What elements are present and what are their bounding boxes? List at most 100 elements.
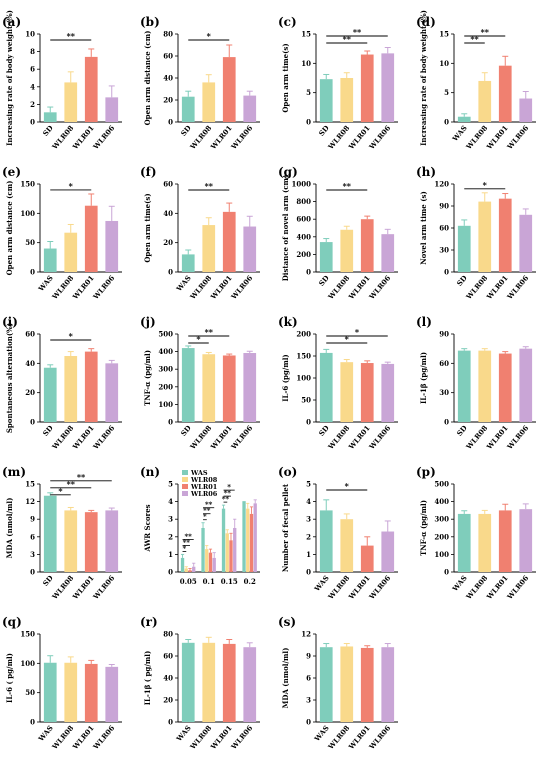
y-tick-label: 120: [434, 180, 449, 189]
y-tick-label: 10: [25, 30, 35, 39]
bar-wlr08: [202, 225, 216, 272]
x-tick-label: SD: [41, 124, 55, 138]
significance-marker: *: [227, 483, 231, 492]
y-tick-label: 60: [163, 52, 173, 61]
panel-o: (o)Number of fecal pellet 012345WASWLR08W…: [278, 465, 398, 602]
y-tick-label: 60: [439, 359, 449, 368]
x-tick-label: 0.1: [203, 577, 215, 586]
panel-e: (e)Open arm distance (cm) 050100150WASWLR…: [2, 165, 122, 302]
x-tick-label: WLR01: [70, 573, 96, 601]
y-axis-label: MDA (nmol/ml): [281, 648, 290, 709]
significance-marker: **: [353, 27, 362, 37]
bar-wlr08: [184, 568, 188, 572]
y-tick-label: 300: [158, 365, 173, 374]
x-tick-label: WLR06: [91, 573, 117, 601]
bar-wlr01: [222, 355, 236, 422]
panel-label: (l): [416, 315, 432, 329]
significance-marker: *: [203, 512, 207, 521]
y-tick-label: 500: [434, 480, 449, 489]
significance-marker: **: [184, 532, 192, 541]
bar-wlr01: [360, 54, 374, 122]
x-tick-label: WLR06: [505, 123, 531, 151]
significance-marker: **: [470, 34, 479, 44]
significance-marker: **: [343, 181, 352, 191]
bar-wlr01: [84, 512, 98, 572]
y-axis-label: Open arm time(s): [281, 43, 290, 112]
panel-label: (h): [416, 165, 436, 179]
y-tick-label: 3: [306, 515, 311, 524]
panel-label: (q): [2, 615, 22, 629]
x-tick-label: WLR01: [70, 723, 96, 751]
bar-sd: [181, 96, 195, 122]
x-tick-label: 0.05: [180, 577, 197, 586]
x-tick-label: WLR01: [208, 273, 234, 301]
y-tick-label: 9: [306, 652, 311, 661]
y-tick-label: 0: [168, 568, 173, 577]
y-tick-label: 90: [439, 202, 449, 211]
y-tick-label: 20: [163, 238, 173, 247]
significance-marker: **: [67, 31, 76, 41]
bar-wlr06: [212, 557, 216, 572]
bar-wlr08: [202, 642, 216, 722]
panel-b: (b)Open arm distance (cm) 020406080SDWLR0…: [140, 15, 260, 152]
bar-wlr06: [243, 647, 257, 722]
bar-wlr06: [192, 566, 196, 572]
y-tick-label: 30: [439, 388, 449, 397]
panel-f: (f) Open arm time(s) 0 20 40 60 WASWLR08WLR01W…: [140, 165, 260, 302]
y-axis-label: IL-1β ( pg/ml): [143, 651, 152, 706]
y-tick-label: 0: [168, 268, 173, 277]
x-tick-label: WLR01: [484, 273, 510, 301]
bar-wlr01: [229, 540, 233, 572]
y-tick-label: 60: [25, 330, 35, 339]
x-tick-label: WLR01: [70, 123, 96, 151]
y-axis-label: Open arm distance (cm): [5, 181, 14, 276]
significance-marker: **: [224, 489, 232, 498]
y-tick-label: 5: [444, 88, 449, 97]
panel-j: (j)TNF-α (pg/ml)0100200300400500SDWLR08W…: [140, 315, 260, 452]
x-tick-label: WAS: [450, 124, 469, 144]
y-tick-label: 0: [444, 268, 449, 277]
significance-marker: *: [483, 180, 488, 190]
significance-marker: *: [207, 31, 212, 41]
x-tick-label: WLR01: [208, 123, 234, 151]
x-tick-label: WAS: [174, 274, 193, 294]
x-tick-label: WLR01: [484, 123, 510, 151]
y-tick-label: 0: [30, 268, 35, 277]
significance-marker: **: [205, 500, 213, 509]
significance-marker: **: [222, 495, 230, 504]
bar-was: [319, 510, 333, 572]
x-tick-label: WLR08: [326, 723, 352, 751]
y-tick-label: 20: [25, 388, 35, 397]
y-tick-label: 50: [301, 396, 311, 405]
significance-marker: *: [345, 481, 350, 491]
x-tick-label: SD: [317, 124, 331, 138]
panel-d: (d)Increasing rate of body weight (%) 0 5 1…: [416, 10, 536, 152]
y-tick-label: 60: [163, 652, 173, 661]
bar-wlr01: [249, 513, 254, 572]
y-tick-label: 20: [163, 96, 173, 105]
bar-sd: [319, 79, 333, 122]
x-tick-label: 0.15: [221, 577, 238, 586]
x-tick-label: SD: [41, 574, 55, 588]
x-tick-label: WAS: [36, 274, 55, 294]
bar-sd: [319, 352, 333, 422]
panel-p: (p) TNF-α (pg/ml) 0 100 200 300 400 500 WASWLR08…: [416, 465, 536, 602]
y-tick-label: 50: [25, 238, 35, 247]
significance-marker: *: [69, 331, 74, 341]
y-tick-label: 1: [168, 550, 173, 559]
bar-wlr08: [64, 510, 78, 572]
bar-wlr01: [188, 570, 192, 572]
y-axis-label: MDA (nmol/ml): [5, 498, 14, 559]
bar-wlr06: [519, 214, 533, 272]
x-tick-label: WLR08: [188, 273, 214, 301]
panel-label: (g): [278, 165, 298, 179]
y-tick-label: 2: [30, 100, 35, 109]
bar-wlr06: [105, 510, 119, 572]
bar-was: [181, 254, 195, 272]
y-tick-label: 200: [434, 532, 449, 541]
panel-label: (j): [140, 315, 156, 329]
bar-wlr01: [222, 643, 236, 722]
